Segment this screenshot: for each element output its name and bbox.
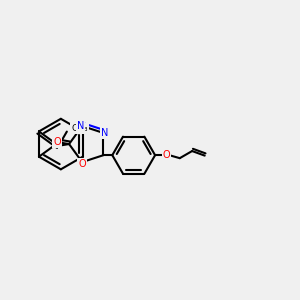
Text: O: O: [78, 159, 86, 169]
Text: O: O: [53, 137, 61, 147]
Text: CH₃: CH₃: [71, 124, 88, 133]
Text: O: O: [163, 150, 170, 160]
Text: N: N: [101, 128, 109, 138]
Text: N: N: [77, 121, 84, 131]
